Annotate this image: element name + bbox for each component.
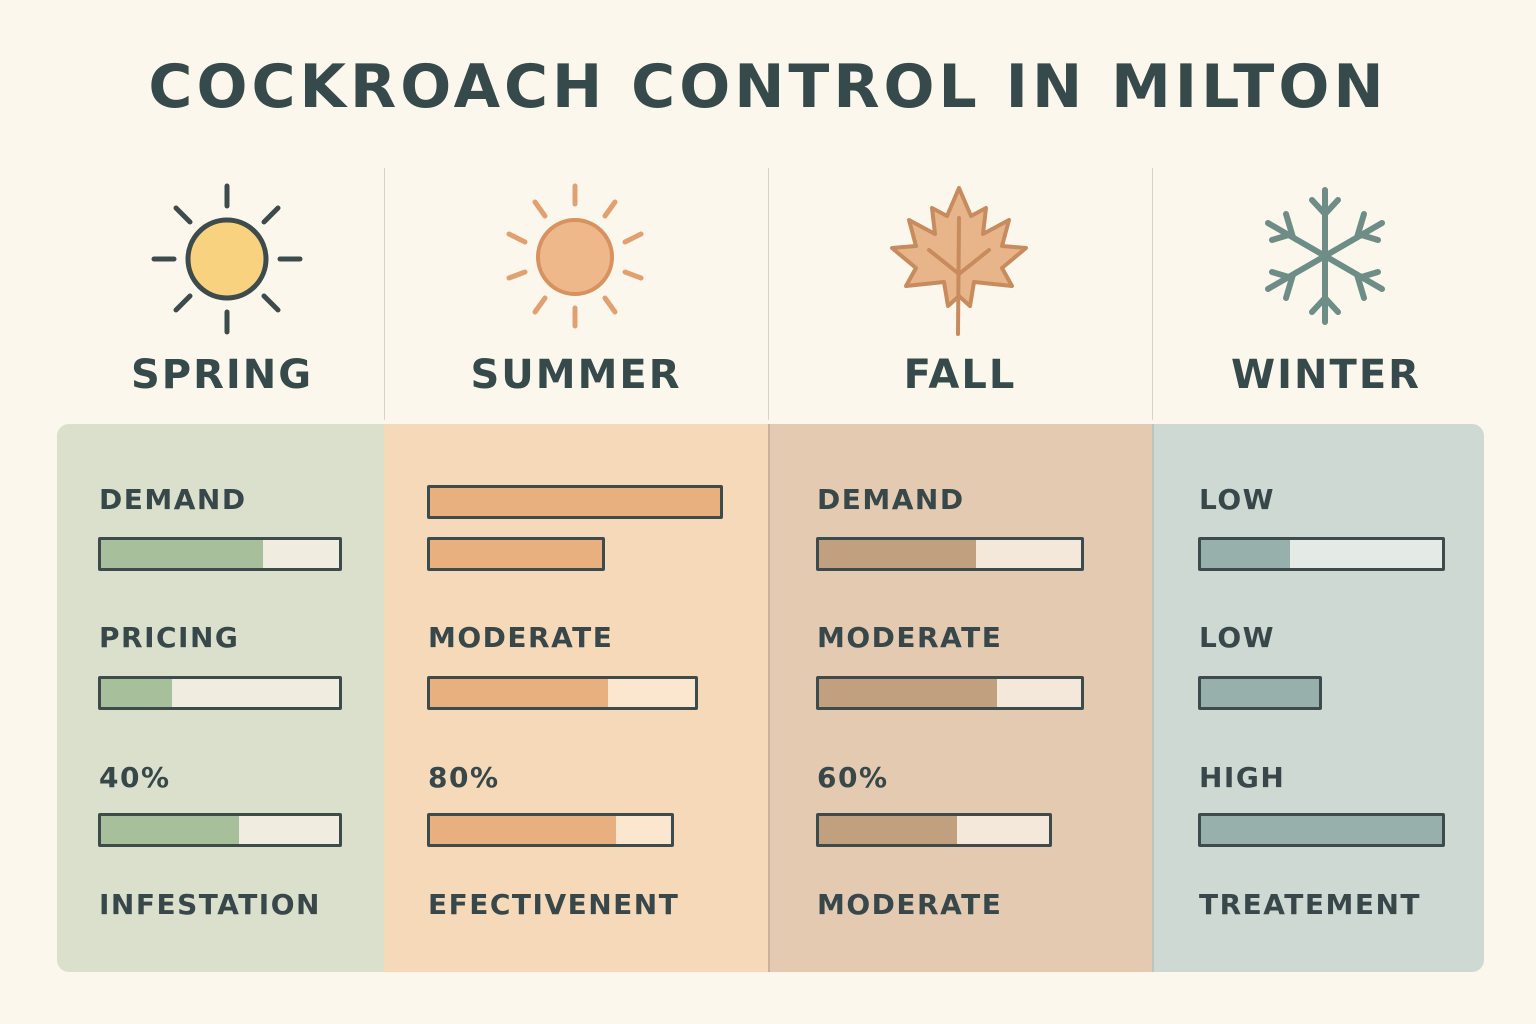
spring-label-demand: DEMAND <box>99 483 247 516</box>
summer-effectiveness-bar <box>427 813 674 847</box>
spring-label-infestation: INFESTATION <box>99 888 321 921</box>
bar-fill <box>430 816 616 844</box>
sun-icon <box>506 183 644 329</box>
bar-fill <box>430 679 608 707</box>
summer-label-percent: 80% <box>428 761 500 794</box>
column-divider <box>768 168 769 420</box>
spring-pricing-bar <box>98 676 342 710</box>
summer-moderate-bar <box>427 676 698 710</box>
winter-label-low-1: LOW <box>1199 483 1276 516</box>
season-title-fall: FALL <box>903 352 1017 398</box>
winter-label-treatment: TREATEMENT <box>1199 888 1422 921</box>
maple-leaf-icon <box>890 186 1028 336</box>
fall-label-moderate-bottom: MODERATE <box>817 888 1003 921</box>
spring-demand-bar <box>98 537 342 571</box>
fall-label-moderate: MODERATE <box>817 621 1003 654</box>
spring-label-percent: 40% <box>99 761 171 794</box>
bar-fill <box>819 540 977 568</box>
bar-fill <box>1201 540 1291 568</box>
fall-demand-bar <box>816 537 1084 571</box>
fall-label-demand: DEMAND <box>817 483 965 516</box>
column-divider <box>1152 168 1153 420</box>
winter-second-bar <box>1198 676 1322 710</box>
bar-fill <box>1201 679 1319 707</box>
winter-first-bar <box>1198 537 1445 571</box>
season-title-spring: SPRING <box>130 352 314 398</box>
page-title: COCKROACH CONTROL IN MILTON <box>148 52 1388 122</box>
fall-label-percent: 60% <box>817 761 889 794</box>
bar-fill <box>430 488 720 516</box>
fall-third-bar <box>816 813 1052 847</box>
snowflake-icon <box>1265 187 1385 325</box>
spring-label-pricing: PRICING <box>99 621 240 654</box>
sun-icon <box>151 183 303 335</box>
bar-fill <box>101 816 240 844</box>
season-title-winter: WINTER <box>1231 352 1421 398</box>
bar-fill <box>430 540 602 568</box>
summer-bar-1 <box>427 485 723 519</box>
summer-bar-2 <box>427 537 605 571</box>
summer-label-effectiveness: EFECTIVENENT <box>428 888 680 921</box>
summer-label-moderate: MODERATE <box>428 621 614 654</box>
column-divider <box>384 168 385 420</box>
spring-infestation-bar <box>98 813 342 847</box>
winter-third-bar <box>1198 813 1445 847</box>
bar-fill <box>819 816 957 844</box>
bar-fill <box>1201 816 1442 844</box>
bar-fill <box>819 679 998 707</box>
bar-fill <box>101 540 263 568</box>
fall-moderate-bar <box>816 676 1084 710</box>
season-title-summer: SUMMER <box>470 352 682 398</box>
winter-label-high: HIGH <box>1199 761 1286 794</box>
bar-fill <box>101 679 173 707</box>
winter-label-low-2: LOW <box>1199 621 1276 654</box>
